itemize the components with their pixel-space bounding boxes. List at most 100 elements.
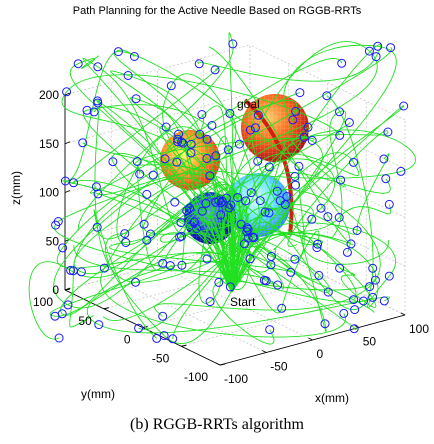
tree-node — [69, 178, 79, 188]
tree-node — [242, 227, 252, 237]
tree-node — [383, 127, 393, 137]
z-axis-label: z(mm) — [9, 171, 23, 205]
tree-node — [337, 58, 347, 68]
tree-node — [93, 189, 103, 199]
tree-node — [349, 157, 358, 167]
tree-branch — [231, 172, 391, 293]
grid-line — [249, 239, 406, 316]
tree-node — [243, 224, 253, 234]
tree-node — [158, 311, 168, 321]
tree-node — [307, 214, 317, 224]
tree-node — [120, 229, 130, 239]
tree-node — [313, 239, 323, 249]
tree-node — [176, 218, 186, 228]
tree-node — [249, 233, 259, 243]
x-tick-label: 50 — [363, 335, 377, 349]
tree-node — [245, 254, 255, 264]
z-tick-label: 150 — [39, 137, 59, 151]
tree-branch — [138, 152, 360, 330]
tree-node — [211, 197, 221, 207]
tree-branch — [222, 130, 389, 293]
tick-mark — [308, 337, 313, 341]
tree-node — [160, 154, 170, 164]
tree-node — [202, 254, 212, 264]
tree-node — [342, 247, 352, 257]
tree-node — [63, 300, 73, 310]
tree-node — [335, 263, 345, 273]
tree-node — [250, 123, 260, 133]
tree-branch — [181, 126, 309, 293]
tree-node — [76, 267, 86, 277]
y-tick-label: -100 — [184, 370, 208, 384]
rrt-nodes — [50, 39, 409, 344]
y-tick-label: 100 — [33, 295, 53, 309]
tree-node — [60, 176, 70, 186]
tree-node — [234, 139, 244, 149]
tree-node — [352, 226, 362, 235]
tree-node — [344, 118, 354, 127]
tree-node — [202, 134, 212, 144]
tree-branch — [159, 126, 331, 293]
tree-node — [172, 157, 182, 167]
tree-node — [323, 287, 333, 297]
tree-branch — [77, 32, 234, 293]
tree-node — [316, 203, 326, 213]
start-label: Start — [230, 295, 256, 309]
tree-node — [381, 174, 391, 184]
tree-node — [349, 324, 359, 334]
tree-node — [241, 196, 251, 206]
tree-node — [323, 212, 333, 222]
tree-node — [346, 239, 356, 249]
goal-label: goal — [237, 97, 260, 111]
grid-line — [111, 277, 267, 353]
tree-node — [93, 62, 103, 72]
tree-node — [364, 46, 374, 56]
tree-node — [399, 101, 409, 111]
tree-node — [264, 162, 274, 172]
tree-branch — [231, 44, 397, 293]
grid — [64, 44, 406, 366]
tree-node — [148, 170, 158, 180]
tick-mark — [142, 326, 148, 328]
tree-node — [216, 210, 226, 220]
tree-branch — [69, 55, 233, 293]
tree-branch — [50, 252, 233, 317]
tree-node — [266, 252, 276, 261]
tree-branch — [93, 183, 236, 339]
tree-node — [255, 196, 265, 206]
tree-node — [379, 296, 389, 306]
tick-mark — [64, 288, 71, 291]
tree-node — [312, 243, 322, 253]
tree-node — [320, 319, 330, 329]
tree-node — [228, 39, 238, 49]
tick-mark — [262, 350, 267, 353]
z-tick-label: 200 — [39, 88, 59, 102]
z-tick-label: 0 — [52, 283, 59, 297]
x-tick-label: -100 — [224, 372, 248, 386]
tick-mark — [400, 312, 406, 316]
tree-node — [350, 305, 360, 315]
tree-node — [131, 94, 141, 104]
tree-node — [185, 203, 195, 213]
tree-node — [248, 232, 258, 242]
tree-node — [142, 235, 152, 245]
tick-mark — [181, 344, 187, 347]
tree-node — [242, 223, 252, 233]
tree-node — [368, 263, 378, 273]
tree-node — [264, 208, 274, 218]
grid-line — [249, 44, 406, 121]
y-tick-label: -50 — [152, 351, 170, 365]
tree-node — [290, 172, 300, 181]
tree-node — [396, 166, 406, 176]
tick-mark — [219, 363, 226, 366]
tree-node — [170, 197, 180, 207]
tree-node — [260, 207, 270, 217]
tree-node — [384, 271, 394, 281]
tree-branch — [208, 46, 354, 293]
tick-mark — [64, 190, 71, 193]
tree-node — [295, 88, 305, 98]
tree-node — [339, 308, 349, 318]
tree-branch — [231, 110, 347, 293]
tree-branch — [28, 232, 233, 340]
